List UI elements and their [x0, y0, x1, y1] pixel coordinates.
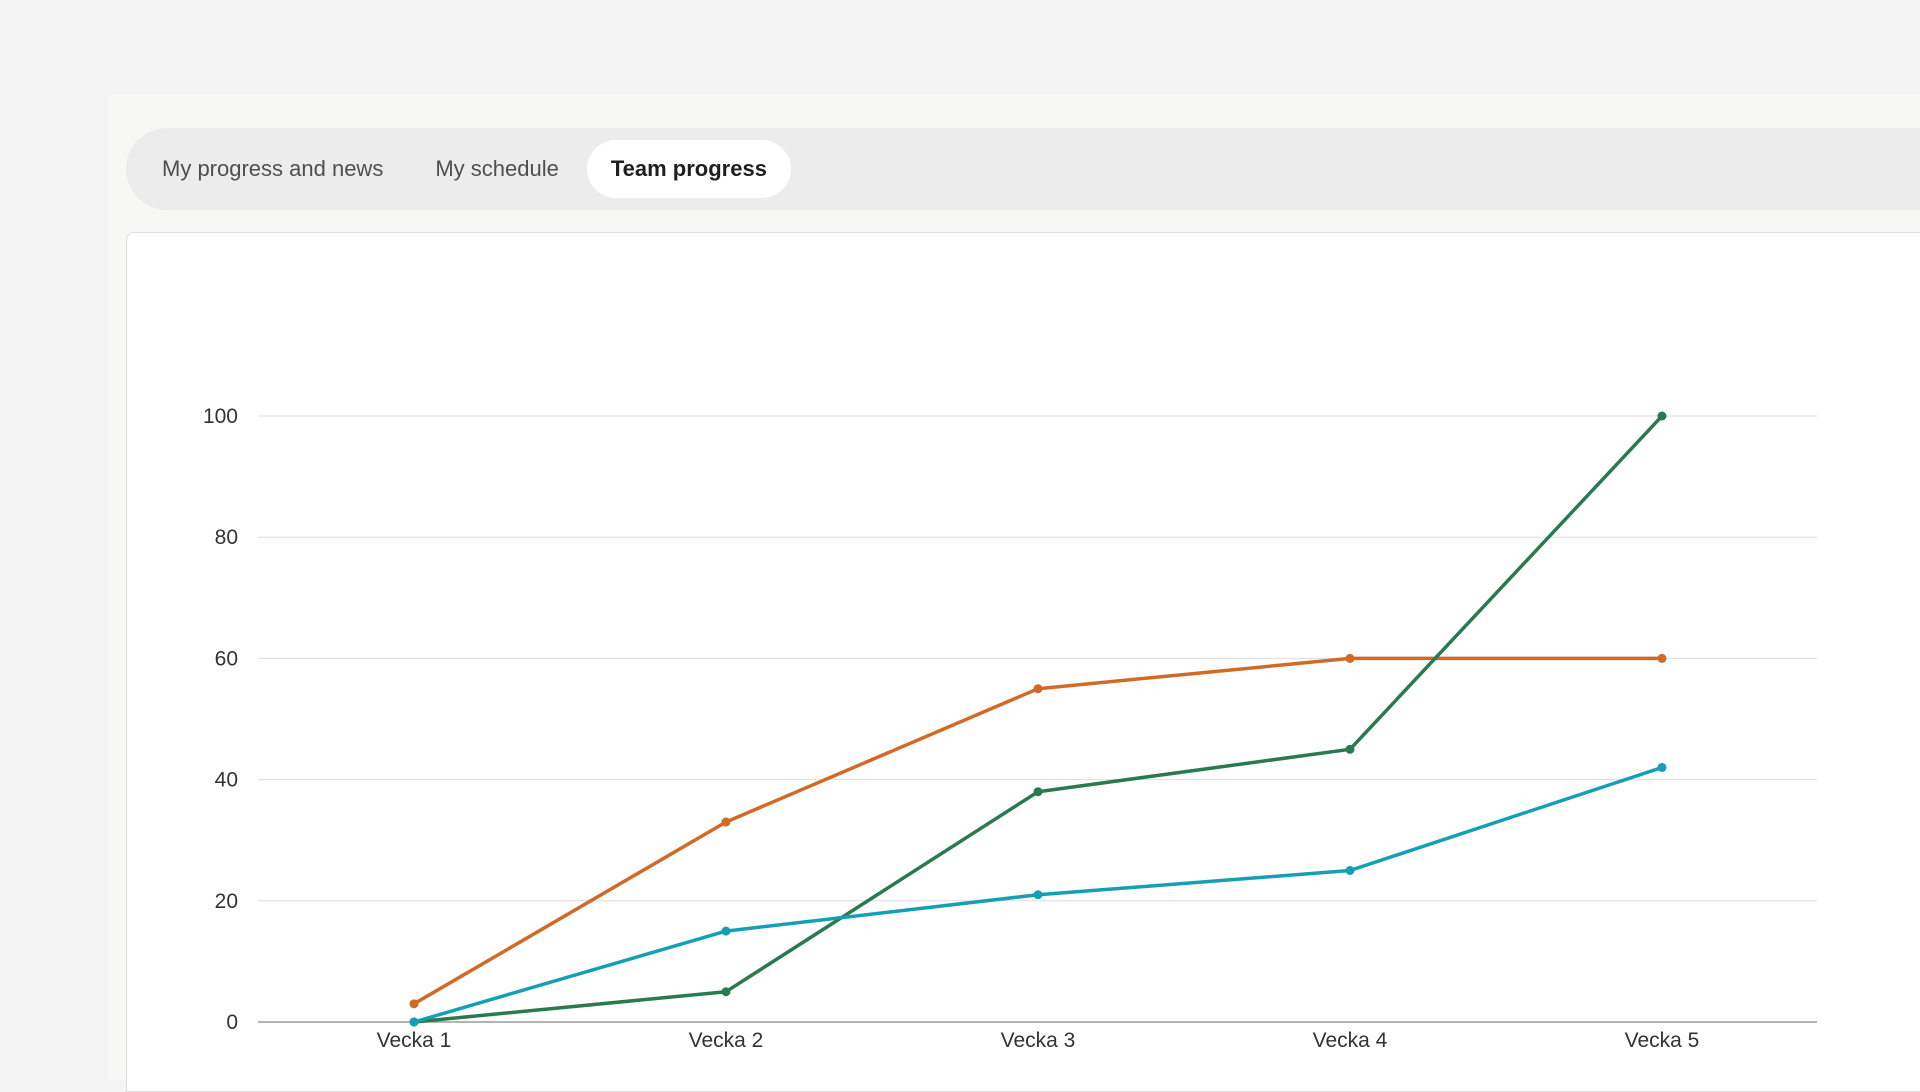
x-tick-label: Vecka 2 — [689, 1029, 764, 1052]
series-2-point[interactable] — [1033, 787, 1043, 797]
team-progress-line-chart: 0 20 40 60 80 100 Vecka 1 Vecka 2 Vecka 3 Vecka 4… — [203, 405, 1817, 1052]
tab-my-schedule[interactable]: My schedule — [435, 156, 559, 181]
x-tick-label: Vecka 4 — [1313, 1029, 1388, 1052]
series-1-point[interactable] — [721, 817, 731, 827]
series-3-point[interactable] — [721, 926, 731, 936]
team-progress-chart-card: 0 20 40 60 80 100 Vecka 1 Vecka 2 Vecka 3 Vecka 4… — [126, 232, 1920, 1092]
series-1-point[interactable] — [1657, 653, 1667, 663]
y-tick-label: 20 — [215, 890, 238, 913]
series-1-point[interactable] — [1033, 684, 1043, 694]
y-tick-label: 100 — [203, 405, 238, 428]
tab-bar: My progress and news My schedule Team pr… — [126, 128, 1920, 210]
series-2-point[interactable] — [1345, 744, 1355, 754]
x-tick-label: Vecka 1 — [377, 1029, 452, 1052]
series-3-point[interactable] — [1033, 890, 1043, 900]
x-tick-label: Vecka 3 — [1001, 1029, 1076, 1052]
app-shell: My progress and news My schedule Team pr… — [108, 94, 1920, 1092]
series-line-2 — [412, 414, 1664, 1024]
x-tick-label: Vecka 5 — [1625, 1029, 1700, 1052]
series-2-point[interactable] — [1657, 411, 1667, 421]
series-2-point[interactable] — [721, 987, 731, 997]
y-tick-label: 80 — [215, 526, 238, 549]
series-1-point[interactable] — [409, 999, 419, 1009]
tab-my-progress-and-news[interactable]: My progress and news — [162, 156, 384, 181]
y-tick-label: 60 — [215, 647, 238, 670]
y-tick-label: 0 — [226, 1011, 238, 1034]
y-tick-label: 40 — [215, 769, 238, 792]
series-3-point[interactable] — [1657, 762, 1667, 772]
series-3-point[interactable] — [1345, 866, 1355, 875]
series-1-point[interactable] — [1345, 653, 1355, 663]
tab-team-progress[interactable]: Team progress — [586, 140, 791, 198]
series-3-point[interactable] — [409, 1017, 419, 1027]
